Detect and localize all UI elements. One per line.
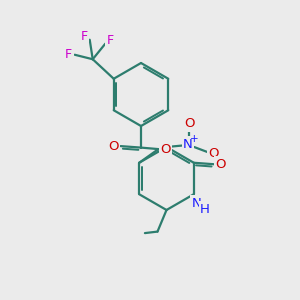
Text: O: O [208,147,219,161]
Text: O: O [109,140,119,153]
Text: N: N [183,138,193,151]
Text: O: O [215,158,226,171]
Text: O: O [160,142,171,156]
Text: F: F [65,48,72,61]
Text: F: F [106,34,113,46]
Text: N: N [191,197,201,210]
Text: H: H [200,203,210,216]
Text: -: - [218,150,223,164]
Text: O: O [184,117,194,130]
Text: F: F [81,30,88,43]
Text: +: + [190,134,199,144]
